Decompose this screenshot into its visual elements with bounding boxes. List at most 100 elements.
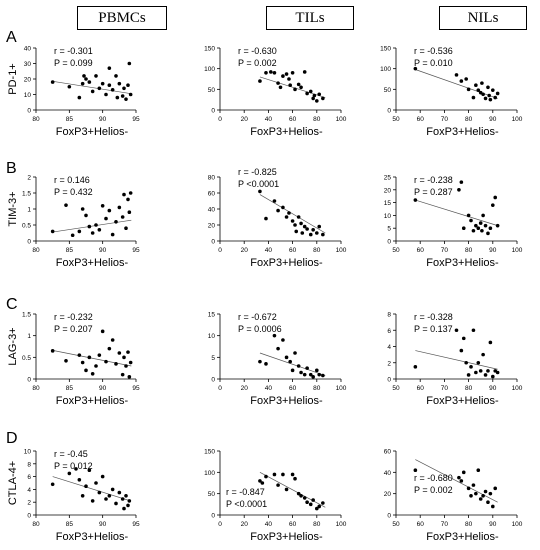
data-point [90, 89, 95, 94]
data-point [122, 192, 126, 197]
trend-line [52, 350, 132, 367]
x-tick-label: 80 [313, 247, 321, 254]
x-tick-label: 85 [66, 247, 74, 254]
trend-line [259, 472, 326, 508]
data-point [491, 374, 495, 379]
data-point [413, 198, 418, 202]
data-point [120, 497, 125, 501]
x-tick-label: 80 [32, 521, 40, 528]
data-point [299, 370, 303, 375]
data-point [264, 71, 268, 75]
data-point [90, 499, 95, 503]
data-point [493, 95, 498, 100]
data-point [120, 215, 125, 219]
data-point [311, 498, 315, 502]
x-tick-label: 80 [313, 116, 321, 123]
data-point [471, 95, 476, 100]
x-tick-label: 70 [441, 247, 449, 254]
data-point [80, 81, 85, 86]
data-point [464, 360, 468, 365]
y-tick-label: 50 [208, 87, 216, 94]
data-point [284, 487, 289, 492]
y-tick-label: 100 [204, 470, 215, 477]
x-tick-label: 80 [32, 247, 40, 254]
r-value: r = 0.146 [54, 175, 90, 185]
r-value: r = -0.672 [238, 312, 277, 322]
data-point [317, 92, 322, 97]
x-tick-label: 60 [289, 521, 297, 528]
scatter-panel-b-nils: 0 5 10 15 20 25 50 60 70 80 90 100 FoxP3+Helios-r = … [384, 175, 523, 270]
data-point [302, 224, 307, 229]
data-point [471, 483, 476, 487]
y-tick-label: 20 [384, 491, 392, 498]
data-point [90, 372, 95, 376]
data-point [114, 501, 118, 506]
data-point [284, 355, 289, 360]
y-tick-label: 5 [387, 226, 391, 233]
data-point [486, 369, 490, 373]
data-point [299, 221, 303, 226]
data-point [94, 364, 98, 368]
data-point [486, 231, 490, 236]
p-value: P = 0.002 [414, 485, 453, 495]
x-tick-label: 70 [441, 385, 449, 392]
data-point [476, 226, 481, 230]
y-tick-label: 0.5 [22, 223, 31, 230]
data-point [296, 364, 301, 368]
data-point [272, 333, 277, 338]
data-point [124, 364, 128, 368]
y-tick-label: 150 [204, 449, 215, 456]
x-tick-label: 90 [99, 247, 107, 254]
scatter-panel-b-tils: 0 20 40 60 80 0 20 40 60 80 100 FoxP3+Helios-r = -0… [208, 167, 347, 269]
p-value: P = 0.099 [54, 58, 93, 68]
p-value: P = 0.010 [414, 58, 453, 68]
x-tick-label: 95 [132, 385, 140, 392]
column-header-pbmcs: PBMCs [77, 6, 167, 30]
x-tick-label: 50 [392, 521, 400, 528]
data-point [483, 373, 488, 377]
y-tick-label: 1 [27, 333, 31, 340]
data-point [90, 231, 95, 235]
data-point [461, 336, 466, 341]
data-point [117, 351, 122, 355]
y-tick-label: 20 [208, 223, 216, 230]
data-point [317, 224, 322, 229]
data-point [302, 372, 307, 377]
data-point [80, 360, 85, 365]
data-point [293, 476, 297, 481]
data-point [474, 370, 478, 375]
data-point [481, 494, 485, 498]
data-point [94, 481, 98, 485]
y-tick-label: 60 [208, 191, 216, 198]
r-value: r = -0.238 [414, 175, 453, 185]
data-point [104, 92, 108, 97]
x-tick-label: 80 [465, 247, 473, 254]
data-point [276, 208, 280, 213]
y-tick-label: 0 [387, 239, 391, 246]
trend-line [415, 199, 498, 226]
data-point [64, 359, 68, 363]
data-point [82, 74, 86, 78]
x-tick-label: 0 [218, 247, 222, 254]
x-tick-label: 100 [512, 385, 523, 392]
y-tick-label: 100 [204, 66, 215, 73]
p-value: P = 0.207 [54, 324, 93, 334]
data-point [77, 353, 82, 357]
y-tick-label: 0 [27, 108, 31, 115]
x-tick-label: 85 [66, 385, 74, 392]
p-value: P <0.0001 [226, 499, 267, 509]
data-point [107, 494, 112, 498]
y-tick-label: 40 [384, 470, 392, 477]
data-point [469, 218, 473, 223]
data-point [100, 329, 105, 334]
data-point [97, 490, 102, 495]
data-point [299, 85, 303, 90]
x-tick-label: 100 [336, 385, 347, 392]
data-point [126, 197, 130, 202]
row-label-d: D [6, 430, 18, 447]
data-point [107, 66, 112, 70]
data-point [124, 494, 128, 498]
data-point [100, 81, 105, 86]
data-point [488, 226, 493, 230]
